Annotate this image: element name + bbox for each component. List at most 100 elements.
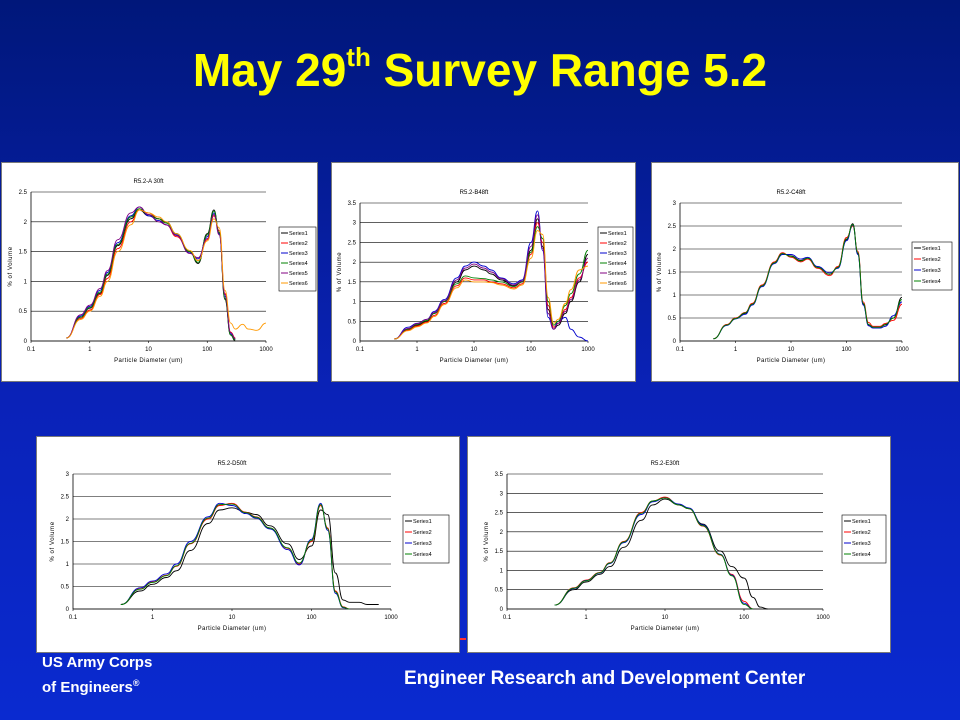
x-tick-label: 0.1 (69, 615, 78, 621)
series-line-4 (713, 224, 903, 340)
x-axis-label: Particle Diameter (um) (631, 626, 700, 632)
y-tick-label: 3 (66, 472, 70, 478)
y-tick-label: 2.5 (61, 495, 70, 501)
chart-panel-b: R5.2-B48ft 0 0.5 1 1.5 2 2.5 3 3.5 0.1 1 10 100 1000 P… (331, 162, 636, 382)
legend-entry: Series4 (608, 261, 627, 267)
y-tick-label: 2.5 (668, 224, 677, 230)
chart-title: R5.2-B48ft (460, 190, 489, 196)
org-line-1: US Army Corps (42, 654, 153, 671)
y-tick-label: 2 (66, 517, 70, 523)
legend-entry: Series3 (608, 251, 627, 257)
series-line-4 (394, 226, 589, 340)
y-axis-label: % of Volume (657, 252, 663, 292)
legend-box (402, 514, 450, 564)
y-tick-label: 2 (353, 260, 357, 266)
org-line-2: of Engineers® (42, 673, 152, 698)
x-axis-label: Particle Diameter (um) (440, 358, 509, 364)
title-rest: Survey Range 5.2 (370, 44, 768, 96)
y-tick-label: 1.5 (348, 280, 357, 286)
y-tick-label: 3 (673, 201, 677, 207)
x-tick-label: 1 (151, 615, 155, 621)
y-tick-label: 2 (500, 530, 504, 536)
y-tick-label: 2.5 (19, 190, 28, 196)
series-line-4 (554, 497, 754, 610)
y-tick-label: 0 (673, 339, 677, 345)
series-line-1 (713, 223, 903, 340)
x-axis-label: Particle Diameter (um) (757, 358, 826, 364)
org-line-2-text: of Engineers (42, 679, 133, 696)
series-line-2 (713, 225, 903, 340)
x-tick-label: 0.1 (676, 347, 685, 353)
x-tick-label: 10 (229, 615, 236, 621)
x-tick-label: 0.1 (27, 347, 36, 353)
legend-box (841, 514, 887, 564)
x-tick-label: 1000 (384, 615, 398, 621)
chart-panel-c: R5.2-C48ft 0 0.5 1 1.5 2 2.5 3 0.1 1 10 100 1000 Part… (651, 162, 959, 382)
y-tick-label: 3.5 (495, 472, 504, 478)
legend-entry: Series4 (289, 261, 308, 267)
y-tick-label: 0 (500, 607, 504, 613)
y-tick-label: 1 (24, 279, 28, 285)
series-line-1 (554, 498, 768, 610)
y-tick-label: 1.5 (495, 549, 504, 555)
y-tick-label: 0 (24, 339, 28, 345)
chart-title: R5.2-E30ft (651, 461, 680, 467)
y-tick-label: 2 (24, 220, 28, 226)
x-tick-label: 1000 (895, 347, 909, 353)
legend-entry: Series3 (922, 268, 941, 274)
y-axis-label: % of Volume (484, 521, 490, 561)
footer-organization: US Army Corps of Engineers® (42, 652, 152, 698)
legend-entry: Series3 (289, 251, 308, 257)
y-tick-label: 3.5 (348, 201, 357, 207)
series-line-4 (120, 503, 350, 610)
x-axis-label: Particle Diameter (um) (114, 358, 183, 364)
x-tick-label: 1 (88, 347, 92, 353)
legend-entry: Series2 (922, 257, 941, 263)
y-tick-label: 0.5 (348, 319, 357, 325)
x-tick-label: 10 (788, 347, 795, 353)
legend-entry: Series1 (413, 519, 432, 525)
legend-entry: Series3 (852, 541, 871, 547)
chart-panel-a: R5.2-A 30ft 0 0.5 1 1.5 2 2.5 0.1 1 10 100 1000 Part… (1, 162, 318, 382)
x-tick-label: 1000 (581, 347, 595, 353)
x-tick-label: 1 (415, 347, 419, 353)
chart-b: R5.2-B48ft 0 0.5 1 1.5 2 2.5 3 3.5 0.1 1 10 100 1000 P… (337, 190, 634, 364)
legend-entry: Series1 (289, 231, 308, 237)
legend-entry: Series1 (608, 231, 627, 237)
chart-e: R5.2-E30ft 0 0.5 1 1.5 2 2.5 3 3.5 0.1 1 10 100 1000 P… (484, 461, 887, 632)
x-tick-label: 10 (145, 347, 152, 353)
y-tick-label: 2.5 (348, 240, 357, 246)
chart-a: R5.2-A 30ft 0 0.5 1 1.5 2 2.5 0.1 1 10 100 1000 Part… (8, 179, 317, 364)
series-line-6 (394, 230, 589, 340)
x-tick-label: 1000 (259, 347, 273, 353)
y-tick-label: 1 (353, 300, 357, 306)
x-tick-label: 1000 (816, 615, 830, 621)
y-tick-label: 1.5 (668, 270, 677, 276)
y-tick-label: 0.5 (19, 309, 28, 315)
y-tick-label: 0.5 (495, 588, 504, 594)
x-tick-label: 100 (526, 347, 537, 353)
footer-center-name: Engineer Research and Development Center (404, 668, 806, 689)
red-tick-mark (460, 638, 466, 640)
y-tick-label: 0 (353, 339, 357, 345)
series-line-3 (120, 502, 350, 610)
legend-entry: Series2 (852, 530, 871, 536)
registered-mark: ® (132, 678, 140, 688)
series-line-2 (66, 209, 236, 339)
x-axis-label: Particle Diameter (um) (198, 626, 267, 632)
y-tick-label: 1.5 (19, 250, 28, 256)
chart-title: R5.2-C48ft (776, 190, 805, 196)
y-tick-label: 1.5 (61, 540, 70, 546)
x-tick-label: 100 (739, 615, 750, 621)
legend-entry: Series6 (608, 281, 627, 287)
legend-entry: Series2 (413, 530, 432, 536)
legend-entry: Series2 (289, 241, 308, 247)
y-tick-label: 1 (66, 562, 70, 568)
x-tick-label: 1 (584, 615, 588, 621)
series-line-1 (120, 507, 379, 605)
legend-box (278, 226, 317, 292)
x-tick-label: 100 (202, 347, 213, 353)
y-tick-label: 3 (353, 221, 357, 227)
y-tick-label: 2 (673, 247, 677, 253)
series-line-5 (394, 214, 589, 340)
